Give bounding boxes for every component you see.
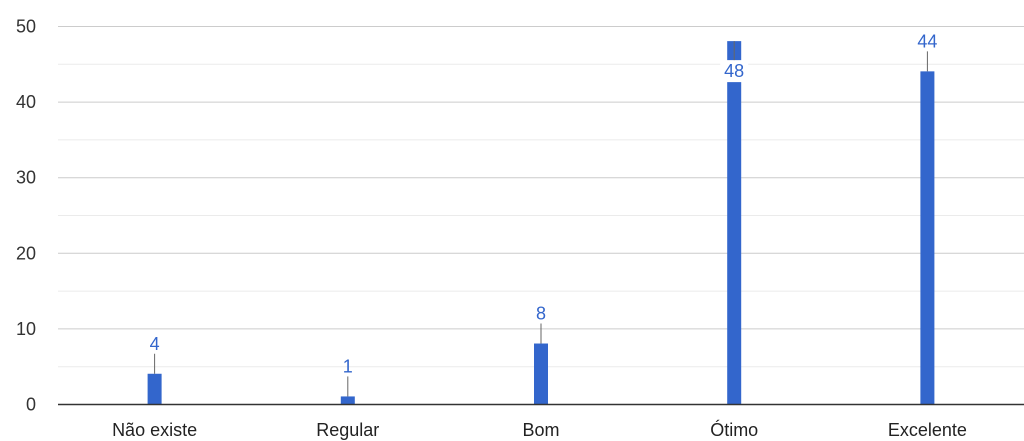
bar-0 — [147, 373, 162, 404]
y-tick-label: 0 — [26, 395, 36, 415]
data-labels: 4 1 8 48 44 — [150, 31, 937, 397]
y-tick-label: 20 — [16, 243, 36, 263]
data-label-3: 48 — [724, 61, 744, 81]
x-category-label-3: Ótimo — [710, 419, 758, 440]
x-category-label-0: Não existe — [112, 420, 197, 440]
bar-2 — [534, 343, 548, 404]
x-category-label-2: Bom — [522, 420, 559, 440]
x-axis-categories: Não existe Regular Bom Ótimo Excelente — [112, 419, 967, 440]
data-label-4: 44 — [917, 31, 937, 51]
data-label-1: 1 — [343, 356, 353, 376]
x-category-label-1: Regular — [316, 420, 379, 440]
bar-4 — [920, 71, 935, 405]
y-axis-ticks: 0 10 20 30 40 50 — [16, 17, 36, 415]
y-tick-label: 30 — [16, 168, 36, 188]
y-tick-label: 40 — [16, 92, 36, 112]
data-label-0: 4 — [150, 334, 160, 354]
y-tick-label: 50 — [16, 17, 36, 37]
data-label-2: 8 — [536, 304, 546, 324]
y-tick-label: 10 — [16, 319, 36, 339]
bars — [147, 41, 935, 405]
bar-1 — [340, 396, 355, 404]
data-label-bg — [720, 60, 749, 83]
bar-3 — [727, 41, 742, 405]
x-category-label-4: Excelente — [888, 420, 967, 440]
